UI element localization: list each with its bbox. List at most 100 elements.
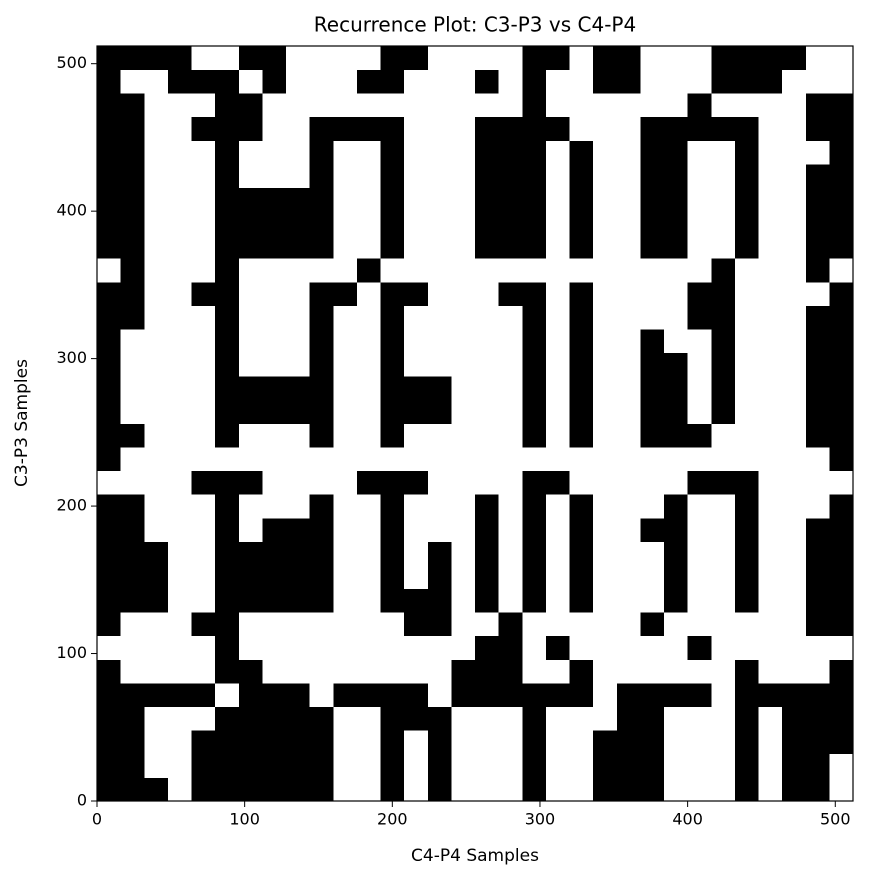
cell [262, 69, 287, 94]
cell [167, 116, 192, 141]
cell [545, 399, 570, 424]
cell [380, 635, 405, 660]
cell [664, 706, 689, 731]
x-tick-label: 300 [525, 810, 556, 829]
cell [829, 163, 854, 188]
cell [664, 187, 689, 212]
cell [238, 635, 263, 660]
cell [498, 635, 523, 660]
cell [498, 352, 523, 377]
cell [97, 93, 122, 118]
cell [734, 517, 759, 542]
cell [238, 281, 263, 306]
cell [687, 612, 712, 637]
cell [640, 635, 665, 660]
cell [805, 281, 830, 306]
cell [545, 565, 570, 590]
cell [711, 588, 736, 613]
cell [97, 541, 122, 566]
cell [758, 777, 783, 802]
cell [498, 565, 523, 590]
cell [522, 305, 547, 330]
cell [427, 69, 452, 94]
cell [758, 470, 783, 495]
cell [782, 730, 807, 755]
cell [758, 706, 783, 731]
cell [238, 706, 263, 731]
cell [427, 588, 452, 613]
cell [286, 140, 311, 165]
cell [215, 187, 240, 212]
cell [356, 541, 381, 566]
cell [451, 93, 476, 118]
cell [167, 470, 192, 495]
cell [616, 46, 641, 70]
cell [356, 163, 381, 188]
cell [97, 399, 122, 424]
cell [569, 423, 594, 448]
cell [664, 635, 689, 660]
cell [758, 376, 783, 401]
cell [782, 281, 807, 306]
cell [262, 187, 287, 212]
cell [451, 541, 476, 566]
cell [356, 447, 381, 472]
cell [711, 305, 736, 330]
x-tick-label: 400 [672, 810, 703, 829]
cell [593, 258, 618, 283]
cell [805, 258, 830, 283]
cell [333, 777, 358, 802]
cell [309, 706, 334, 731]
cell [356, 635, 381, 660]
cell [569, 683, 594, 708]
cell [640, 753, 665, 778]
cell [356, 234, 381, 259]
cell [167, 163, 192, 188]
cell [593, 46, 618, 70]
cell [97, 659, 122, 684]
cell [120, 116, 145, 141]
cell [215, 565, 240, 590]
cell [475, 517, 500, 542]
cell [356, 116, 381, 141]
cell [262, 470, 287, 495]
cell [664, 399, 689, 424]
cell [475, 69, 500, 94]
cell [215, 753, 240, 778]
cell [616, 305, 641, 330]
cell [380, 234, 405, 259]
cell [805, 399, 830, 424]
cell [380, 399, 405, 424]
cell [215, 683, 240, 708]
cell [593, 541, 618, 566]
cell [120, 187, 145, 212]
cell [167, 730, 192, 755]
cell [522, 565, 547, 590]
cell [522, 447, 547, 472]
cell [309, 163, 334, 188]
cell [262, 46, 287, 70]
cell [829, 541, 854, 566]
cell [144, 46, 169, 70]
cell [616, 494, 641, 519]
cell [286, 258, 311, 283]
cell [144, 305, 169, 330]
cell [120, 93, 145, 118]
cell [545, 470, 570, 495]
cell [545, 423, 570, 448]
cell [758, 659, 783, 684]
cell [734, 46, 759, 70]
cell [664, 730, 689, 755]
cell [734, 683, 759, 708]
cell [167, 352, 192, 377]
cell [734, 187, 759, 212]
cell [782, 187, 807, 212]
cell [262, 423, 287, 448]
cell [498, 494, 523, 519]
cell [427, 470, 452, 495]
cell [191, 234, 216, 259]
cell [380, 376, 405, 401]
cell [380, 423, 405, 448]
cell [144, 69, 169, 94]
cell [120, 234, 145, 259]
